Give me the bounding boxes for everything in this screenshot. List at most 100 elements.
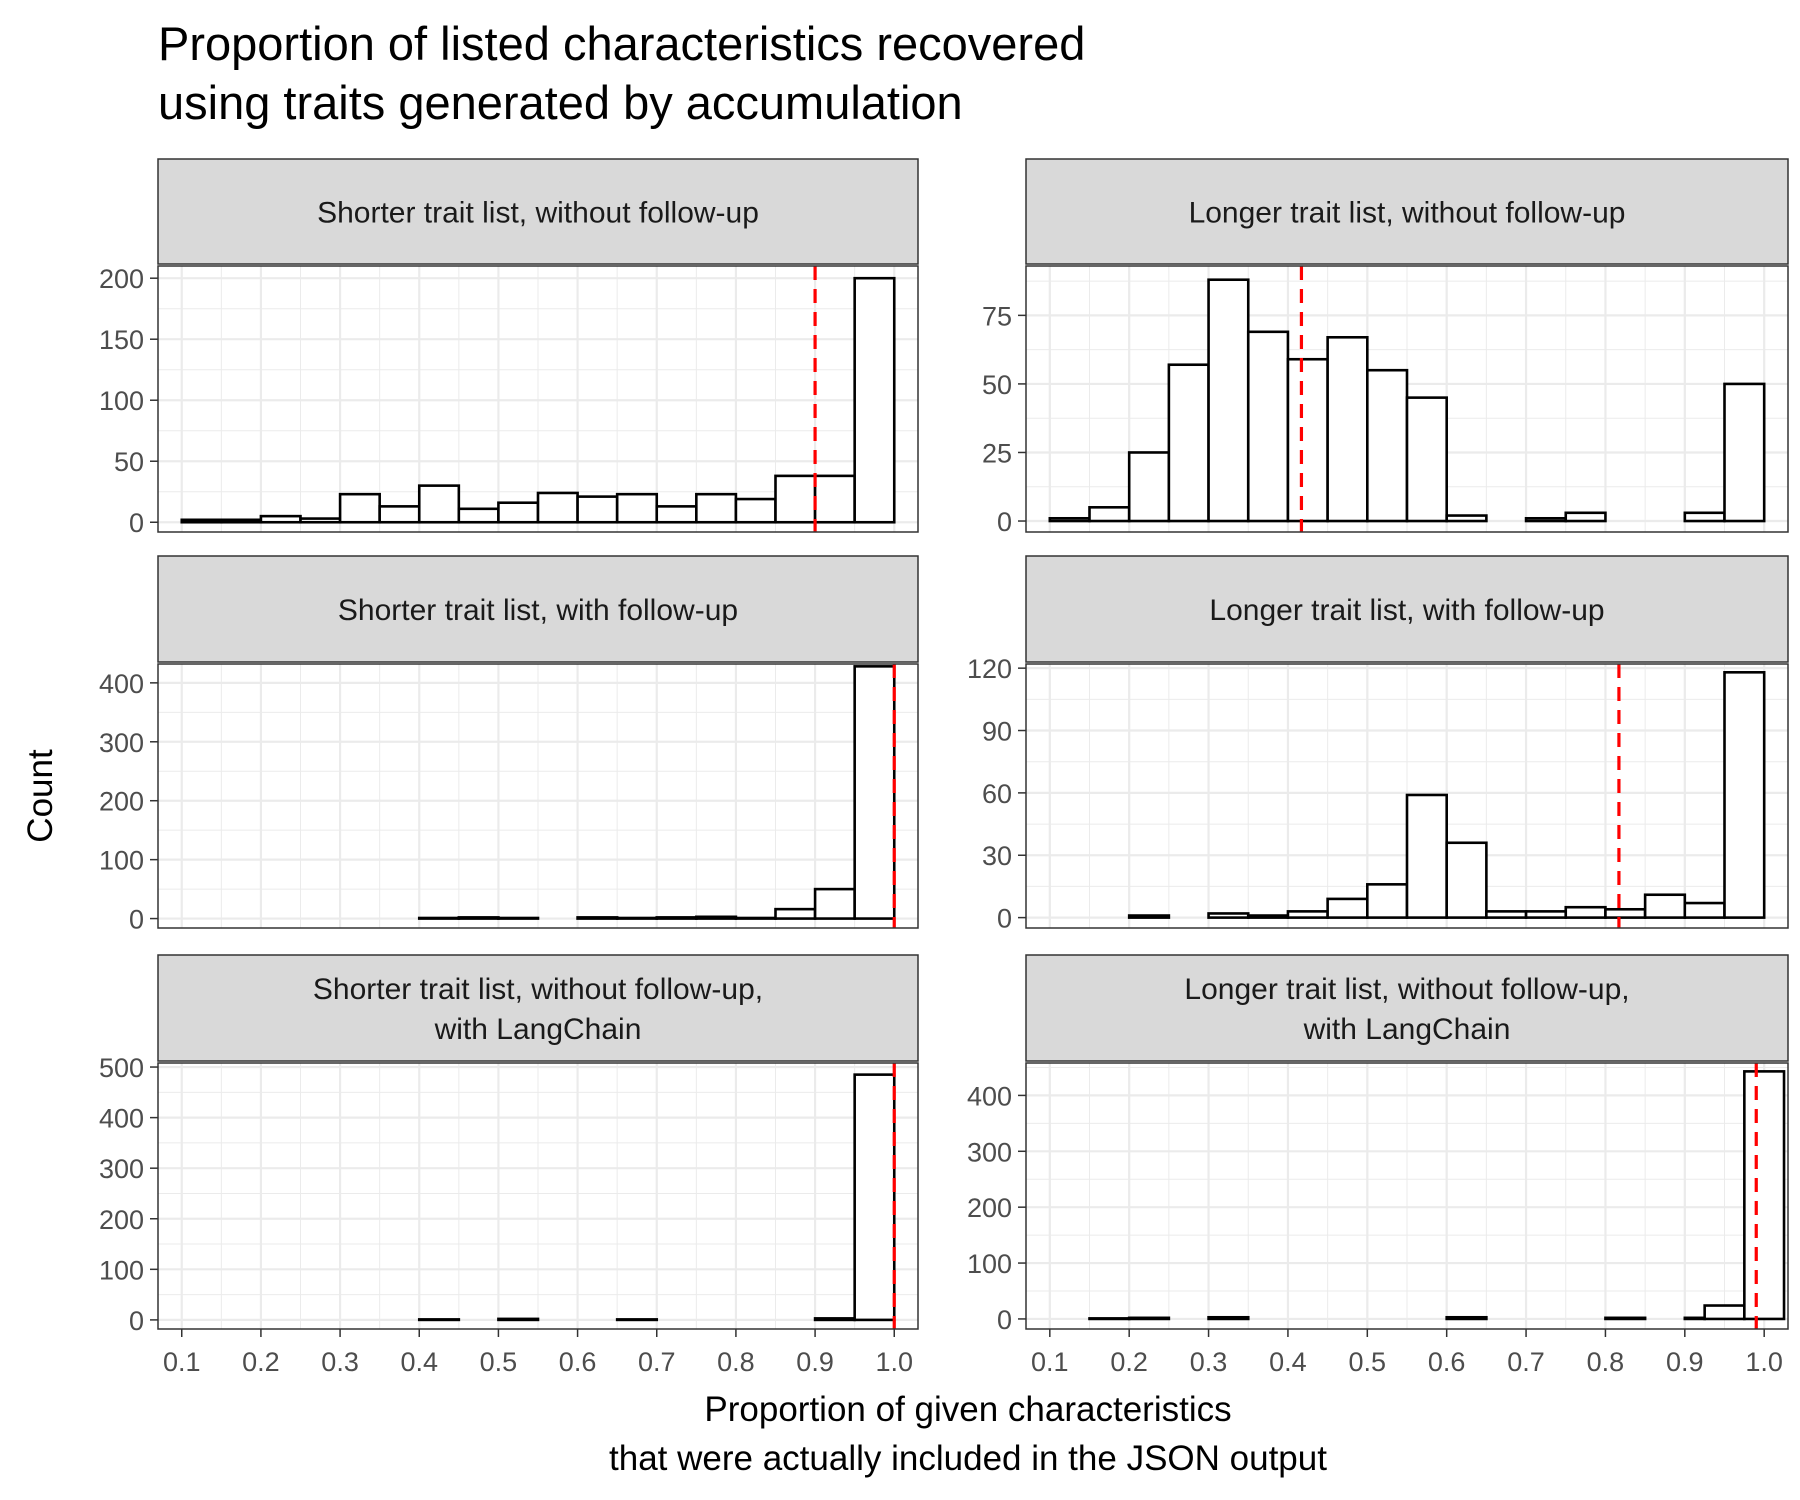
histogram-bar — [457, 916, 500, 920]
histogram-bar — [536, 491, 579, 524]
histogram-bar — [259, 514, 302, 524]
histogram-bar — [1286, 910, 1329, 919]
histogram-bar — [1207, 912, 1250, 919]
y-axis-title: Count — [21, 749, 60, 843]
x-tick-label: 0.4 — [1269, 1347, 1307, 1377]
x-tick-label: 0.5 — [480, 1347, 518, 1377]
histogram-bar — [1723, 382, 1766, 523]
histogram-bar — [1405, 396, 1448, 523]
y-tick-label: 400 — [967, 1081, 1012, 1111]
histogram-bar — [1524, 516, 1568, 523]
facet-strip — [1025, 555, 1789, 663]
histogram-bar — [417, 484, 461, 524]
y-tick-label: 50 — [982, 370, 1012, 400]
histogram-bar — [813, 1317, 856, 1322]
y-tick-label: 200 — [967, 1193, 1012, 1223]
histogram-bar — [457, 507, 500, 524]
histogram-bar — [1167, 363, 1210, 523]
histogram-bar — [695, 915, 738, 920]
y-tick-label: 200 — [99, 787, 144, 817]
facet-panel-1: Shorter trait list, without follow-up 0 50… — [99, 158, 919, 538]
histogram-bar — [853, 1073, 896, 1322]
histogram-bar — [417, 1318, 461, 1322]
histogram-bar — [1326, 897, 1369, 919]
histogram-bar — [576, 495, 619, 524]
x-tick-label: 0.1 — [1031, 1347, 1069, 1377]
y-tick-label: 200 — [99, 1205, 144, 1235]
histogram-bar — [615, 916, 659, 920]
histogram-bar — [1088, 1317, 1131, 1321]
histogram-bar — [1326, 335, 1369, 523]
x-axis-title-line-2: that were actually included in the JSON … — [609, 1439, 1327, 1478]
x-tick-label: 0.2 — [242, 1347, 280, 1377]
histogram-bar — [853, 665, 896, 920]
histogram-bar — [1207, 1315, 1250, 1321]
x-tick-label: 0.7 — [1507, 1347, 1545, 1377]
y-tick-label: 0 — [129, 905, 144, 935]
histogram-bar — [1246, 330, 1290, 523]
histogram-bar — [1485, 910, 1528, 919]
histogram-bar — [220, 518, 263, 524]
facet-strip-title: Shorter trait list, without follow-up — [317, 197, 759, 230]
chart-title-line-1: Proportion of listed characteristics rec… — [158, 17, 1085, 70]
x-tick-label: 0.1 — [163, 1347, 201, 1377]
y-tick-label: 300 — [99, 1154, 144, 1184]
histogram-bar — [1127, 451, 1171, 523]
y-tick-label: 400 — [99, 1104, 144, 1134]
histogram-bar — [1366, 368, 1409, 523]
histogram-bar — [1524, 910, 1568, 919]
histogram-bar — [1683, 1316, 1706, 1321]
facet-panels: Shorter trait list, without follow-up 0 50… — [99, 158, 1789, 1377]
y-tick-label: 0 — [129, 508, 144, 538]
histogram-bar — [853, 276, 896, 524]
facet-strip-title: Shorter trait list, with follow-up — [338, 594, 738, 627]
x-tick-label: 0.8 — [1587, 1347, 1625, 1377]
histogram-bar — [180, 518, 223, 524]
facet-strip-title: Longer trait list, without follow-up — [1189, 197, 1626, 230]
y-tick-label: 90 — [982, 717, 1012, 747]
facet-panel-3: Shorter trait list, with follow-up 0 100 20… — [99, 555, 919, 935]
histogram-bar — [1246, 914, 1290, 919]
histogram-bar — [1207, 278, 1250, 523]
histogram-bar — [299, 517, 342, 524]
histogram-bar — [615, 492, 659, 524]
histogram-bar — [1445, 514, 1488, 523]
x-tick-label: 0.9 — [796, 1347, 834, 1377]
histogram-bar — [338, 492, 381, 524]
y-tick-label: 25 — [982, 438, 1012, 468]
x-axis-title-line-1: Proportion of given characteristics — [704, 1390, 1231, 1429]
y-tick-label: 75 — [982, 301, 1012, 331]
histogram-bar — [1564, 905, 1607, 919]
y-tick-label: 0 — [129, 1306, 144, 1336]
x-tick-label: 0.7 — [638, 1347, 676, 1377]
y-tick-label: 100 — [99, 386, 144, 416]
histogram-bar — [1643, 893, 1687, 919]
x-tick-label: 0.8 — [717, 1347, 755, 1377]
histogram-bar — [734, 497, 777, 524]
panel-border — [157, 1062, 919, 1330]
histogram-bar — [1405, 793, 1448, 919]
y-tick-label: 0 — [997, 904, 1012, 934]
panel-border — [1025, 663, 1789, 929]
histogram-bar — [655, 916, 698, 920]
chart-title-line-2: using traits generated by accumulation — [158, 76, 963, 129]
x-tick-label: 1.0 — [875, 1347, 913, 1377]
facet-strip-title: Shorter trait list, without follow-up, — [313, 973, 763, 1006]
facet-panel-2: Longer trait list, without follow-up 0 25 5… — [982, 158, 1789, 537]
y-tick-label: 0 — [997, 1305, 1012, 1335]
histogram-bar — [1445, 841, 1488, 919]
facet-strip — [157, 954, 919, 1062]
x-tick-label: 0.2 — [1110, 1347, 1148, 1377]
histogram-bar — [1286, 357, 1329, 523]
histogram-bar — [1445, 1315, 1488, 1321]
histogram-bar — [695, 492, 738, 524]
y-tick-label: 100 — [967, 1249, 1012, 1279]
y-tick-label: 60 — [982, 779, 1012, 809]
facet-strip — [157, 158, 919, 265]
histogram-bar — [378, 505, 421, 524]
histogram-bar — [1564, 511, 1607, 523]
histogram-bar — [1743, 1070, 1786, 1321]
y-tick-label: 150 — [99, 325, 144, 355]
y-tick-label: 100 — [99, 846, 144, 876]
